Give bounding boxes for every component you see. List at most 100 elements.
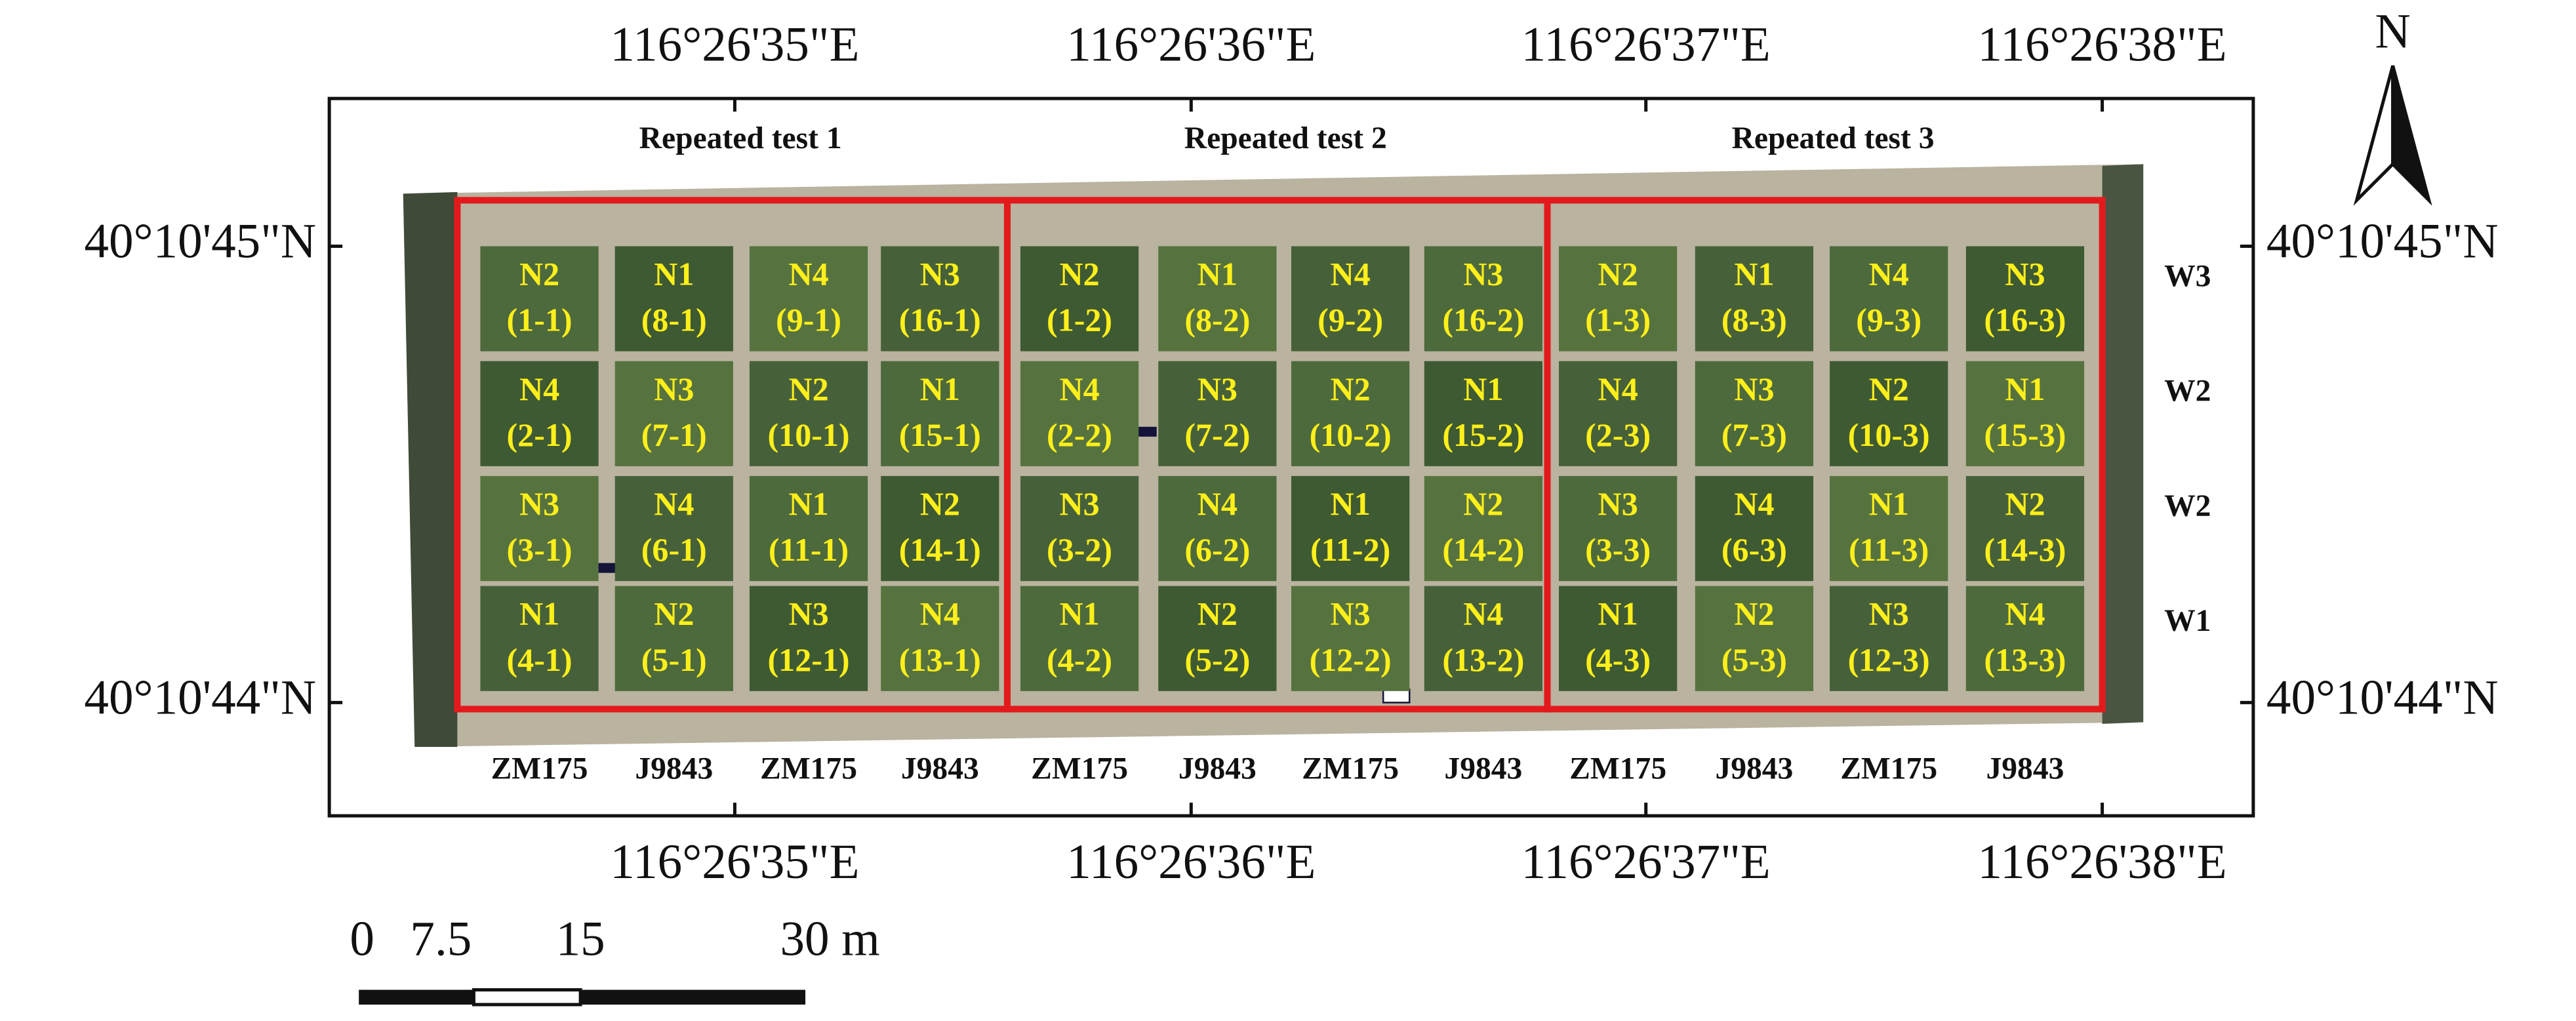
cultivar-label: ZM175 bbox=[491, 751, 588, 786]
plot-id: (11-2) bbox=[1310, 531, 1390, 568]
plot-treatment: N2 bbox=[1060, 256, 1100, 292]
plot-treatment: N3 bbox=[1197, 370, 1238, 407]
plot-id: (16-1) bbox=[899, 302, 981, 338]
plot-id: (6-2) bbox=[1184, 531, 1250, 568]
plot bbox=[1965, 246, 2085, 351]
plot bbox=[1830, 586, 1948, 691]
plot-id: (8-3) bbox=[1721, 302, 1787, 338]
plot-id: (8-1) bbox=[641, 302, 707, 338]
cultivar-label: ZM175 bbox=[1569, 751, 1666, 786]
plot-id: (4-1) bbox=[507, 641, 573, 678]
plot-treatment: N4 bbox=[1331, 256, 1371, 292]
plot-id: (14-1) bbox=[899, 531, 981, 568]
longitude-label: 116°26'37"E bbox=[1521, 835, 1771, 889]
plot bbox=[881, 475, 999, 582]
plot-treatment: N1 bbox=[1060, 595, 1100, 632]
test-boundary bbox=[1544, 197, 2106, 713]
plot bbox=[1830, 475, 1948, 582]
cultivar-label: J9843 bbox=[901, 751, 979, 786]
plot-id: (10-3) bbox=[1848, 416, 1930, 453]
latitude-label: 40°10'45"N bbox=[2266, 214, 2499, 269]
plot-treatment: N3 bbox=[1598, 485, 1638, 522]
plot-treatment: N2 bbox=[1598, 256, 1638, 292]
cultivar-label: J9843 bbox=[1178, 751, 1257, 786]
plot-treatment: N2 bbox=[920, 485, 960, 522]
plot-id: (11-3) bbox=[1849, 531, 1929, 568]
plot-treatment: N3 bbox=[1060, 485, 1100, 522]
plot-id: (4-2) bbox=[1047, 641, 1112, 678]
plot-treatment: N1 bbox=[1734, 256, 1774, 292]
plot-id: (1-1) bbox=[507, 302, 573, 338]
latitude-label: 40°10'44"N bbox=[2266, 671, 2499, 725]
plot bbox=[1559, 586, 1678, 691]
plot bbox=[1965, 361, 2085, 466]
plot-treatment: N2 bbox=[654, 595, 694, 632]
plot bbox=[881, 361, 999, 466]
test-title: Repeated test 3 bbox=[1732, 121, 1935, 155]
plot-treatment: N2 bbox=[519, 256, 559, 292]
plot bbox=[1158, 246, 1277, 351]
plot-treatment: N1 bbox=[1869, 485, 1909, 522]
plot-id: (5-1) bbox=[641, 641, 707, 678]
field-border bbox=[403, 191, 458, 747]
cultivar-label: J9843 bbox=[1986, 751, 2064, 786]
plot bbox=[1559, 475, 1678, 582]
plot-id: (15-1) bbox=[899, 416, 981, 453]
plot bbox=[749, 586, 868, 691]
plot-id: (10-2) bbox=[1310, 416, 1392, 453]
plot bbox=[1965, 586, 2085, 691]
plot bbox=[1020, 586, 1139, 691]
plot bbox=[1424, 586, 1542, 691]
scale-label: 15 bbox=[556, 912, 605, 967]
longitude-label: 116°26'36"E bbox=[1066, 17, 1316, 71]
plot-id: (15-3) bbox=[1984, 416, 2066, 453]
plot bbox=[1424, 246, 1542, 351]
plot-treatment: N4 bbox=[1463, 595, 1503, 632]
test-title: Repeated test 2 bbox=[1184, 121, 1387, 155]
plot bbox=[1695, 246, 1814, 351]
plot bbox=[1559, 246, 1678, 351]
plot-treatment: N1 bbox=[1331, 485, 1371, 522]
plot-treatment: N3 bbox=[920, 256, 960, 292]
plot-id: (15-2) bbox=[1442, 416, 1524, 453]
plot bbox=[1695, 361, 1814, 466]
scale-bar bbox=[580, 990, 806, 1005]
plot-treatment: N2 bbox=[788, 370, 828, 407]
longitude-label: 116°26'36"E bbox=[1066, 835, 1316, 889]
plot bbox=[480, 246, 599, 351]
scale-label: 0 bbox=[350, 912, 374, 967]
plot-id: (1-3) bbox=[1585, 302, 1651, 338]
north-label: N bbox=[2375, 4, 2411, 58]
plot-treatment: N3 bbox=[654, 370, 694, 407]
plot bbox=[1695, 586, 1814, 691]
plot-treatment: N2 bbox=[1734, 595, 1774, 632]
plot-treatment: N4 bbox=[654, 485, 694, 522]
plot-treatment: N1 bbox=[2005, 370, 2045, 407]
water-level-label: W2 bbox=[2164, 489, 2211, 523]
plot bbox=[1424, 361, 1542, 466]
plot-id: (7-3) bbox=[1721, 416, 1787, 453]
plot-id: (4-3) bbox=[1585, 641, 1651, 678]
marker bbox=[1382, 689, 1411, 704]
plot-id: (14-2) bbox=[1442, 531, 1524, 568]
plot-id: (2-1) bbox=[507, 416, 573, 453]
longitude-label: 116°26'35"E bbox=[610, 835, 859, 889]
plot-treatment: N4 bbox=[788, 256, 828, 292]
plot-treatment: N1 bbox=[920, 370, 960, 407]
longitude-label: 116°26'35"E bbox=[610, 17, 859, 71]
plot-treatment: N1 bbox=[1197, 256, 1238, 292]
plot bbox=[614, 586, 733, 691]
plot-treatment: N4 bbox=[1734, 485, 1774, 522]
plot-id: (13-3) bbox=[1984, 641, 2066, 678]
plot bbox=[1830, 246, 1948, 351]
plot-treatment: N1 bbox=[1463, 370, 1503, 407]
plot-treatment: N4 bbox=[1598, 370, 1638, 407]
plot bbox=[1424, 475, 1542, 582]
longitude-label: 116°26'37"E bbox=[1521, 17, 1771, 71]
longitude-label: 116°26'38"E bbox=[1978, 835, 2227, 889]
plot-id: (6-1) bbox=[641, 531, 707, 568]
plot bbox=[614, 246, 733, 351]
plot bbox=[881, 246, 999, 351]
plot bbox=[1291, 475, 1410, 582]
